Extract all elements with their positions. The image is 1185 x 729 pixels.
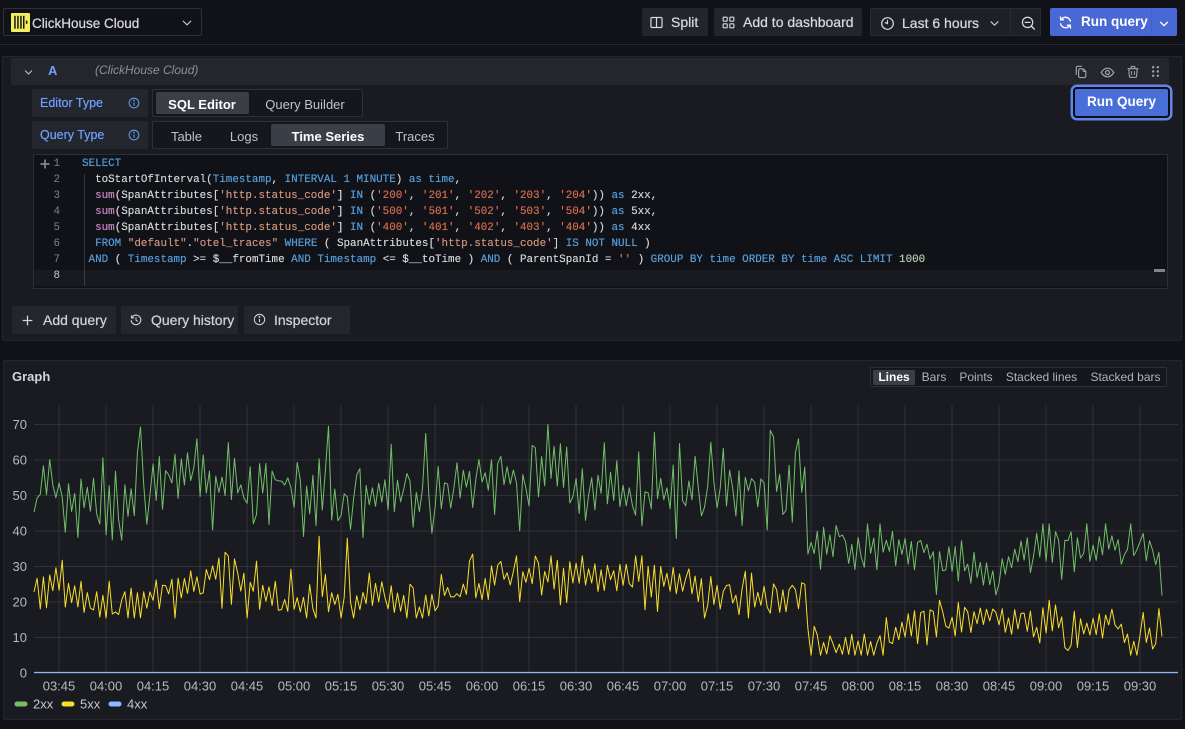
- svg-text:05:45: 05:45: [419, 679, 452, 694]
- svg-text:05:00: 05:00: [278, 679, 311, 694]
- svg-text:04:00: 04:00: [90, 679, 123, 694]
- svg-text:07:30: 07:30: [748, 679, 781, 694]
- svg-text:08:00: 08:00: [842, 679, 875, 694]
- svg-text:07:15: 07:15: [701, 679, 734, 694]
- svg-text:03:45: 03:45: [43, 679, 76, 694]
- svg-text:05:15: 05:15: [325, 679, 358, 694]
- svg-text:08:45: 08:45: [983, 679, 1016, 694]
- svg-text:08:30: 08:30: [936, 679, 969, 694]
- svg-text:04:30: 04:30: [184, 679, 217, 694]
- svg-text:20: 20: [13, 595, 27, 610]
- svg-text:07:45: 07:45: [795, 679, 828, 694]
- svg-text:0: 0: [20, 666, 27, 681]
- svg-text:04:45: 04:45: [231, 679, 264, 694]
- svg-text:09:30: 09:30: [1124, 679, 1157, 694]
- svg-text:40: 40: [13, 524, 27, 539]
- svg-text:07:00: 07:00: [654, 679, 687, 694]
- svg-text:10: 10: [13, 630, 27, 645]
- svg-text:06:30: 06:30: [560, 679, 593, 694]
- svg-text:70: 70: [13, 417, 27, 432]
- svg-text:06:45: 06:45: [607, 679, 640, 694]
- svg-text:60: 60: [13, 453, 27, 468]
- svg-text:4xx: 4xx: [127, 697, 148, 712]
- svg-text:04:15: 04:15: [137, 679, 170, 694]
- svg-text:09:15: 09:15: [1077, 679, 1110, 694]
- svg-text:06:15: 06:15: [513, 679, 546, 694]
- svg-text:50: 50: [13, 488, 27, 503]
- svg-text:2xx: 2xx: [33, 697, 54, 712]
- svg-text:06:00: 06:00: [466, 679, 499, 694]
- svg-text:5xx: 5xx: [80, 697, 101, 712]
- svg-text:08:15: 08:15: [889, 679, 922, 694]
- svg-text:30: 30: [13, 559, 27, 574]
- svg-text:09:00: 09:00: [1030, 679, 1063, 694]
- svg-text:05:30: 05:30: [372, 679, 405, 694]
